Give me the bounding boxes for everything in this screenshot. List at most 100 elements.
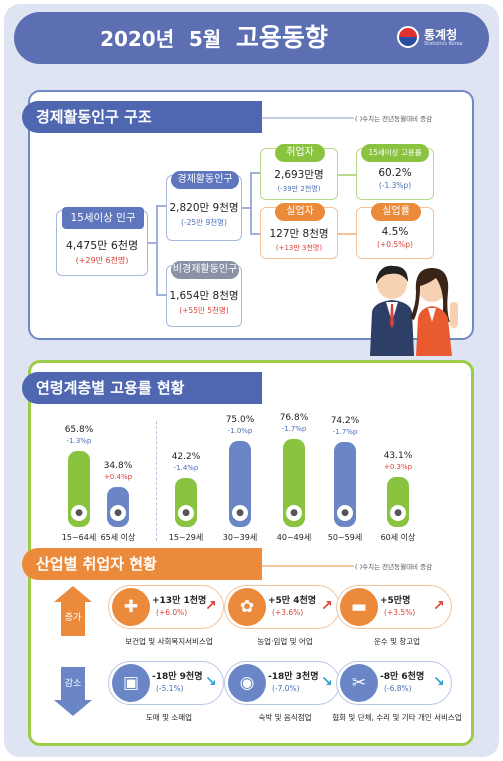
title-rule (262, 565, 354, 567)
industry-value: +5만명 (380, 596, 411, 606)
bar-category-label: 40~49세 (276, 533, 312, 542)
logo-subtext: Statistics Korea (424, 41, 463, 47)
header-banner: 2020년 5월 고용동향 통계청 Statistics Korea (14, 12, 489, 64)
industry-value: +13만 1천명 (152, 596, 207, 606)
person-icon: ● (178, 505, 194, 521)
bar-value-label: 42.2% (171, 452, 201, 462)
box-change: (-39만 2천명) (277, 185, 321, 193)
trend-down-icon: ↘ (321, 674, 333, 690)
decrease-arrow-icon (54, 700, 92, 716)
title-rule (262, 117, 354, 119)
industry-name: 운수 및 창고업 (373, 637, 421, 646)
industry-change: (-6.8%) (384, 684, 412, 693)
industry-value: -8만 6천명 (380, 672, 425, 682)
age-bar: ● (334, 442, 356, 527)
bar-category-label: 65세 이상 (100, 533, 136, 542)
bar-change-label: +0.4%p (103, 473, 133, 481)
connector-line (148, 242, 157, 244)
industry-value: +5만 4천명 (268, 596, 317, 606)
industry-name: 농업·임업 및 어업 (257, 637, 313, 646)
unemployment-rate-box: 실업률 4.5% (+0.5%p) (356, 203, 434, 259)
box-change: (+29만 6천명) (75, 256, 129, 265)
bar-change-label: +0.3%p (383, 463, 413, 471)
statistics-korea-logo: 통계청 Statistics Korea (397, 24, 467, 52)
decrease-label: 감소 (61, 667, 85, 701)
section-note: ( )수치는 전년동월대비 증감 (355, 563, 433, 571)
unemployed-box: 실업자 127만 8천명 (+13만 3천명) (260, 203, 338, 259)
bar-value-label: 65.8% (64, 425, 94, 435)
box-change: (-1.3%p) (378, 181, 412, 190)
industry-change: (+6.0%) (156, 608, 188, 617)
section-title-age: 연령계층별 고용률 현황 (22, 372, 262, 404)
box-value: 1,654만 8천명 (169, 290, 239, 302)
bar-value-label: 74.2% (330, 416, 360, 426)
connector-line (250, 172, 260, 174)
age-bar: ● (175, 478, 197, 527)
trend-up-icon: ↗ (433, 598, 445, 614)
bar-change-label: -1.7%p (281, 425, 307, 433)
bar-value-label: 75.0% (225, 415, 255, 425)
industry-change: (+3.5%) (384, 608, 416, 617)
employment-rate-box: 15세이상 고용률 60.2% (-1.3%p) (356, 144, 434, 200)
person-icon: ● (232, 505, 248, 521)
section-note: ( )수치는 전년동월대비 증감 (355, 115, 433, 123)
bar-change-label: -1.3%p (66, 437, 92, 445)
section-title-industry: 산업별 취업자 현황 (22, 548, 262, 580)
connector-line (156, 294, 166, 296)
connector-line (250, 233, 260, 235)
box-value: 4.5% (381, 226, 409, 238)
person-icon: ● (390, 505, 406, 521)
dining-plate-icon: ◉ (228, 664, 266, 702)
shopping-basket-icon: ▣ (112, 664, 150, 702)
repair-tools-icon: ✂ (340, 664, 378, 702)
person-icon: ● (286, 505, 302, 521)
economic-active-box: 경제활동인구 2,820만 9천명 (-25만 9천명) (166, 171, 242, 241)
box-label: 15세이상 인구 (62, 207, 144, 229)
title-month: 5월 (188, 27, 222, 51)
industry-change: (-5.1%) (156, 684, 184, 693)
trend-down-icon: ↘ (433, 674, 445, 690)
employed-box: 취업자 2,693만명 (-39만 2천명) (260, 144, 338, 200)
box-value: 4,475만 6천명 (65, 239, 139, 252)
population-15plus-box: 15세이상 인구 4,475만 6천명 (+29만 6천명) (56, 207, 148, 276)
industry-change: (+3.6%) (272, 608, 304, 617)
box-value: 60.2% (378, 167, 412, 179)
connector-line (338, 174, 356, 176)
age-bar: ● (229, 441, 251, 527)
box-label: 실업률 (371, 203, 421, 221)
age-bar: ● (283, 439, 305, 527)
bar-category-label: 60세 이상 (380, 533, 416, 542)
title-year: 2020년 (100, 27, 175, 51)
box-label: 실업자 (275, 203, 325, 221)
non-economic-active-box: 비경제활동인구 1,654만 8천명 (+55만 5천명) (166, 261, 242, 327)
box-change: (-25만 9천명) (181, 218, 227, 227)
bar-category-label: 15~64세 (61, 533, 97, 542)
box-change: (+55만 5천명) (179, 306, 229, 315)
trend-up-icon: ↗ (321, 598, 333, 614)
box-change: (+13만 3천명) (275, 244, 323, 252)
trend-down-icon: ↘ (205, 674, 217, 690)
increase-label: 증가 (61, 600, 85, 636)
industry-value: -18만 9천명 (152, 672, 203, 682)
taegeuk-icon (397, 26, 419, 48)
bar-category-label: 30~39세 (222, 533, 258, 542)
bar-category-label: 50~59세 (327, 533, 363, 542)
industry-value: -18만 3천명 (268, 672, 319, 682)
section-title-economic: 경제활동인구 구조 (22, 101, 262, 133)
connector-line (242, 207, 251, 209)
bar-change-label: -1.7%p (332, 428, 358, 436)
box-label: 비경제활동인구 (171, 261, 239, 279)
title-main: 고용동향 (235, 23, 328, 52)
industry-name: 숙박 및 음식점업 (258, 713, 312, 722)
page-title: 2020년 5월 고용동향 (14, 12, 414, 64)
logo-text: 통계청 (424, 28, 458, 42)
box-label: 취업자 (275, 144, 325, 162)
box-value: 2,820만 9천명 (169, 202, 239, 214)
chart-divider (156, 421, 157, 541)
industry-change: (-7.0%) (272, 684, 300, 693)
box-change: (+0.5%p) (377, 240, 413, 249)
bar-value-label: 43.1% (383, 451, 413, 461)
industry-name: 협회 및 단체, 수리 및 기타 개인 서비스업 (332, 713, 462, 722)
connector-line (338, 233, 356, 235)
connector-line (250, 172, 252, 234)
